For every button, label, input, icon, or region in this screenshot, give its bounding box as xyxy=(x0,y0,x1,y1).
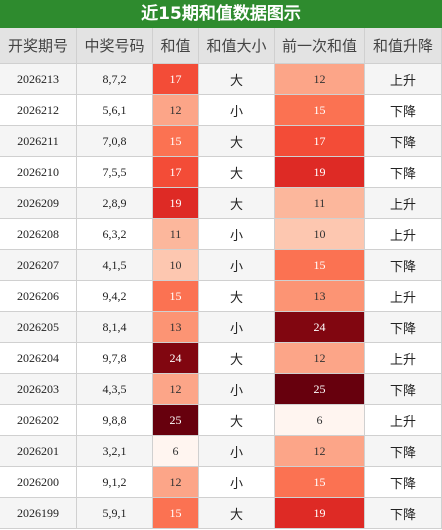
table-cell: 小 xyxy=(199,219,275,250)
table-cell: 6 xyxy=(275,405,365,436)
table-cell: 小 xyxy=(199,95,275,126)
table-cell: 大 xyxy=(199,157,275,188)
table-cell: 12 xyxy=(275,436,365,467)
table-cell: 2026211 xyxy=(0,126,77,157)
table-cell: 大 xyxy=(199,188,275,219)
table-cell: 4,1,5 xyxy=(77,250,153,281)
table-cell: 下降 xyxy=(365,95,442,126)
table-cell: 2026200 xyxy=(0,467,77,498)
table-cell: 下降 xyxy=(365,498,442,529)
table-cell: 上升 xyxy=(365,343,442,374)
table-cell: 2026213 xyxy=(0,64,77,95)
table-cell: 19 xyxy=(275,157,365,188)
table-cell: 下降 xyxy=(365,374,442,405)
table-cell: 8,1,4 xyxy=(77,312,153,343)
table-cell: 15 xyxy=(275,95,365,126)
table-cell: 25 xyxy=(153,405,199,436)
table-cell: 7,0,8 xyxy=(77,126,153,157)
table-cell: 19 xyxy=(153,188,199,219)
table-cell: 小 xyxy=(199,374,275,405)
table-cell: 上升 xyxy=(365,405,442,436)
table-cell: 2026210 xyxy=(0,157,77,188)
table-cell: 大 xyxy=(199,405,275,436)
table-cell: 上升 xyxy=(365,64,442,95)
table-cell: 小 xyxy=(199,250,275,281)
table-cell: 12 xyxy=(153,95,199,126)
table-cell: 11 xyxy=(153,219,199,250)
header-cell: 前一次和值 xyxy=(275,28,365,64)
table-cell: 24 xyxy=(275,312,365,343)
table-cell: 下降 xyxy=(365,250,442,281)
header-cell: 中奖号码 xyxy=(77,28,153,64)
header-cell: 开奖期号 xyxy=(0,28,77,64)
table-cell: 12 xyxy=(275,64,365,95)
table-cell: 5,6,1 xyxy=(77,95,153,126)
table-cell: 9,7,8 xyxy=(77,343,153,374)
table-cell: 5,9,1 xyxy=(77,498,153,529)
table-cell: 19 xyxy=(275,498,365,529)
table-cell: 11 xyxy=(275,188,365,219)
table-cell: 15 xyxy=(275,467,365,498)
table-cell: 6,3,2 xyxy=(77,219,153,250)
table-cell: 小 xyxy=(199,467,275,498)
table-cell: 12 xyxy=(153,374,199,405)
header-cell: 和值 xyxy=(153,28,199,64)
table-cell: 4,3,5 xyxy=(77,374,153,405)
table-cell: 2026208 xyxy=(0,219,77,250)
table-cell: 6 xyxy=(153,436,199,467)
table-cell: 下降 xyxy=(365,312,442,343)
table-cell: 9,1,2 xyxy=(77,467,153,498)
table-cell: 12 xyxy=(275,343,365,374)
table-cell: 大 xyxy=(199,126,275,157)
table-cell: 10 xyxy=(275,219,365,250)
table-cell: 9,4,2 xyxy=(77,281,153,312)
table-cell: 9,8,8 xyxy=(77,405,153,436)
table-cell: 2026206 xyxy=(0,281,77,312)
title: 近15期和值数据图示 xyxy=(0,0,442,28)
table-cell: 下降 xyxy=(365,467,442,498)
table-cell: 大 xyxy=(199,498,275,529)
table-cell: 10 xyxy=(153,250,199,281)
table-cell: 2,8,9 xyxy=(77,188,153,219)
table-cell: 24 xyxy=(153,343,199,374)
table-cell: 17 xyxy=(153,64,199,95)
table-cell: 15 xyxy=(153,498,199,529)
table-cell: 大 xyxy=(199,343,275,374)
table-cell: 8,7,2 xyxy=(77,64,153,95)
table-cell: 上升 xyxy=(365,219,442,250)
table-cell: 2026203 xyxy=(0,374,77,405)
table-cell: 下降 xyxy=(365,126,442,157)
table-cell: 2026209 xyxy=(0,188,77,219)
header-cell: 和值大小 xyxy=(199,28,275,64)
table-cell: 大 xyxy=(199,64,275,95)
table-cell: 上升 xyxy=(365,281,442,312)
table-cell: 13 xyxy=(275,281,365,312)
table-cell: 2026204 xyxy=(0,343,77,374)
table-cell: 上升 xyxy=(365,188,442,219)
table-cell: 3,2,1 xyxy=(77,436,153,467)
header-cell: 和值升降 xyxy=(365,28,442,64)
table-cell: 17 xyxy=(275,126,365,157)
table-cell: 大 xyxy=(199,281,275,312)
table-cell: 13 xyxy=(153,312,199,343)
table-cell: 25 xyxy=(275,374,365,405)
table-cell: 7,5,5 xyxy=(77,157,153,188)
table-cell: 2026202 xyxy=(0,405,77,436)
table-cell: 小 xyxy=(199,436,275,467)
table-cell: 2026205 xyxy=(0,312,77,343)
table-cell: 12 xyxy=(153,467,199,498)
table-cell: 2026201 xyxy=(0,436,77,467)
table-cell: 15 xyxy=(153,281,199,312)
table-cell: 2026207 xyxy=(0,250,77,281)
table-cell: 小 xyxy=(199,312,275,343)
table-cell: 15 xyxy=(275,250,365,281)
table-cell: 下降 xyxy=(365,436,442,467)
table-cell: 15 xyxy=(153,126,199,157)
table-cell: 2026212 xyxy=(0,95,77,126)
table-cell: 17 xyxy=(153,157,199,188)
table-cell: 下降 xyxy=(365,157,442,188)
table-cell: 2026199 xyxy=(0,498,77,529)
